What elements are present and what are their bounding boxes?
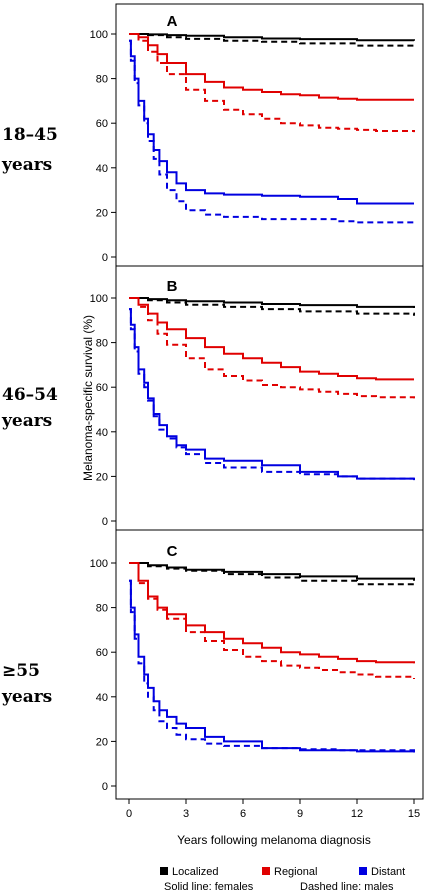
- legend-swatch: [359, 867, 367, 875]
- panel-frame: [115, 3, 424, 267]
- panel-a: 0 20 40 60 80 100 A 18–45 years: [1, 3, 424, 267]
- series-distant-females-line: [129, 308, 414, 480]
- legend-label: Distant: [371, 866, 405, 878]
- panel-frame: [115, 529, 424, 800]
- legend-swatch: [160, 867, 168, 875]
- x-tick-label: 9: [297, 808, 303, 820]
- panel-b: 0 20 40 60 80 100 B 46–54 years: [1, 265, 424, 531]
- x-tick-label: 3: [183, 808, 189, 820]
- series-regional-males-line: [129, 562, 415, 679]
- y-axis-title: Melanoma-specific survival (%): [81, 315, 95, 481]
- series-localized-males-line: [129, 33, 415, 49]
- series-localized-males-line: [129, 562, 415, 588]
- x-tick-label: 12: [351, 808, 363, 820]
- y-tick-label: 80: [96, 74, 108, 86]
- y-tick-label: 0: [102, 516, 108, 528]
- legend-note: Dashed line: males: [300, 881, 394, 893]
- age-group-label: years: [1, 155, 52, 175]
- y-tick-label: 60: [96, 118, 108, 130]
- x-tick-label: 6: [240, 808, 246, 820]
- series-regional-females-line: [129, 297, 414, 381]
- series-distant-males-line: [129, 308, 415, 481]
- series-localized-females-line: [129, 297, 415, 308]
- series-distant-females-line: [129, 579, 415, 753]
- series-distant-females-line: [129, 39, 414, 205]
- legend-label: Regional: [274, 866, 317, 878]
- y-tick-label: 0: [102, 252, 108, 264]
- panel-frame: [115, 265, 424, 531]
- series-regional-females-line: [129, 33, 414, 101]
- age-group-label: 46–54: [2, 385, 58, 405]
- legend-item-regional: Regional: [262, 866, 317, 878]
- series-localized-females-line: [129, 562, 415, 581]
- panel-letter: C: [167, 543, 178, 560]
- legend-item-localized: Localized: [160, 866, 218, 878]
- y-tick-label: 80: [96, 603, 108, 615]
- x-tick-label: 15: [408, 808, 420, 820]
- x-axis-title: Years following melanoma diagnosis: [177, 833, 371, 847]
- y-tick-label: 20: [96, 471, 108, 483]
- y-tick-label: 0: [102, 781, 108, 793]
- series-localized-males-line: [129, 297, 415, 316]
- y-tick-label: 100: [90, 293, 108, 305]
- panel-c: 0 20 40 60 80 100 C ≥55 years: [1, 529, 424, 800]
- chart-panels: 020406080100A18–45years020406080100B46–5…: [1, 3, 424, 820]
- y-tick-label: 100: [90, 29, 108, 41]
- series-regional-males-line: [129, 33, 415, 133]
- legend-note: Solid line: females: [164, 881, 254, 893]
- y-tick-label: 40: [96, 163, 108, 175]
- chart-legend: Localized Regional Distant Solid line: fema…: [160, 866, 405, 893]
- age-group-label: ≥55: [2, 661, 40, 681]
- series-regional-males-line: [129, 297, 415, 399]
- series-localized-females-line: [129, 33, 415, 42]
- x-tick-label: 0: [126, 808, 132, 820]
- series-distant-males-line: [129, 39, 415, 224]
- y-tick-label: 60: [96, 382, 108, 394]
- legend-label: Localized: [172, 866, 218, 878]
- y-tick-label: 40: [96, 427, 108, 439]
- y-tick-label: 60: [96, 647, 108, 659]
- legend-item-distant: Distant: [359, 866, 405, 878]
- x-axis: 0 3 6 9 12 15: [126, 799, 420, 820]
- age-group-label: years: [1, 687, 52, 707]
- y-tick-label: 80: [96, 338, 108, 350]
- y-tick-label: 40: [96, 692, 108, 704]
- age-group-label: years: [1, 411, 52, 431]
- series-distant-males-line: [129, 579, 415, 753]
- age-group-label: 18–45: [2, 125, 58, 145]
- y-tick-label: 20: [96, 207, 108, 219]
- y-tick-label: 100: [90, 558, 108, 570]
- panel-letter: A: [167, 13, 178, 30]
- panel-letter: B: [167, 278, 178, 295]
- legend-swatch: [262, 867, 270, 875]
- y-tick-label: 20: [96, 736, 108, 748]
